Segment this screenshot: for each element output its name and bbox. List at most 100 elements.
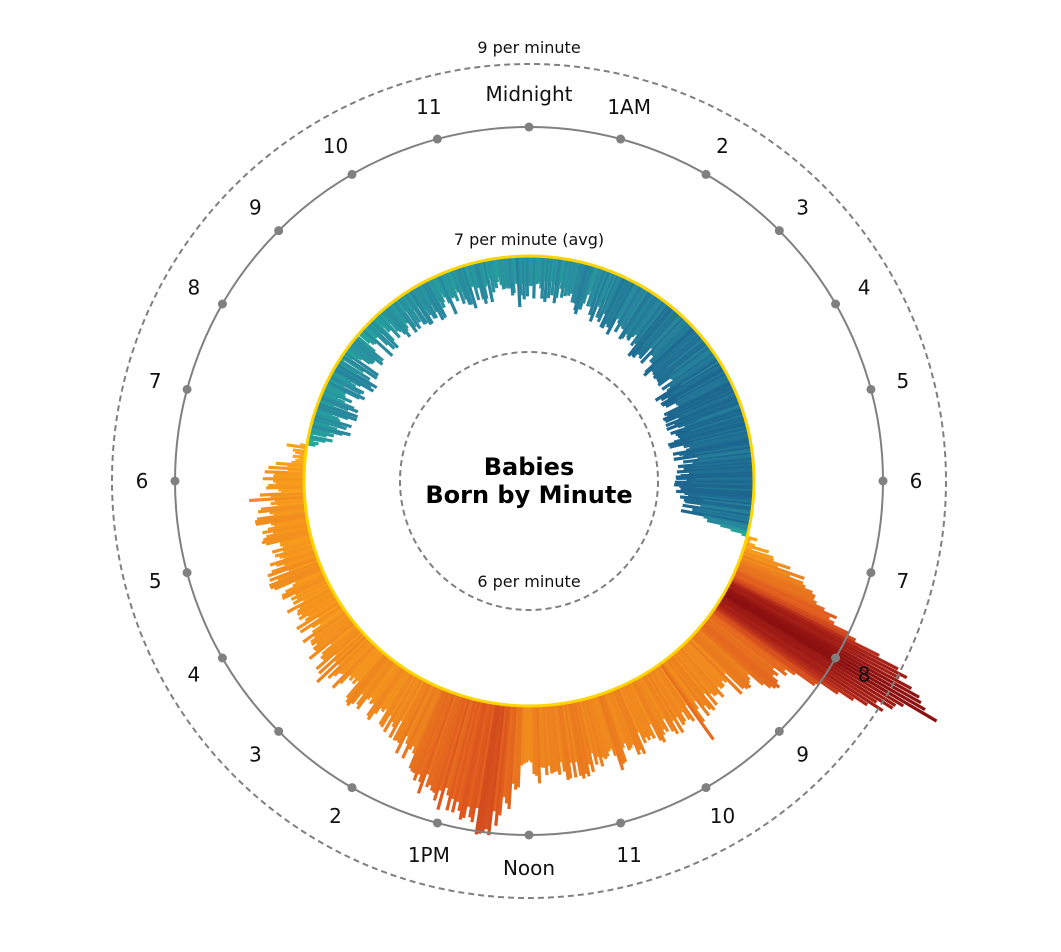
minute-bar <box>268 465 305 471</box>
minute-bar <box>643 327 696 377</box>
minute-bar <box>270 516 308 526</box>
minute-bar <box>676 475 754 481</box>
minute-bar <box>484 259 492 280</box>
minute-bar <box>631 679 667 743</box>
minute-bar <box>315 616 352 646</box>
minute-bar <box>638 312 681 360</box>
minute-bar <box>487 704 506 836</box>
minute-bar <box>505 256 513 289</box>
minute-bar <box>553 257 560 286</box>
minute-bar <box>522 705 527 764</box>
minute-bar <box>428 278 446 309</box>
minute-bar <box>706 616 775 670</box>
minute-bar <box>296 590 334 614</box>
minute-bar <box>285 572 325 594</box>
minute-bar <box>360 329 378 345</box>
minute-bar <box>711 610 816 687</box>
minute-bar <box>382 675 418 733</box>
minute-bar <box>310 425 343 437</box>
minute-bar <box>732 574 835 625</box>
minute-bar <box>554 258 564 299</box>
minute-bar <box>624 683 653 737</box>
hour-label: 2 <box>716 134 729 158</box>
minute-bars <box>248 255 938 836</box>
minute-bar <box>328 375 362 395</box>
minute-bar <box>504 705 515 804</box>
minute-bar <box>714 605 855 702</box>
minute-bar <box>345 653 388 704</box>
minute-bar <box>511 705 519 784</box>
minute-bar <box>438 696 469 791</box>
minute-bar <box>537 705 544 768</box>
minute-bar <box>653 320 690 357</box>
minute-bar <box>618 283 640 319</box>
minute-bar <box>703 450 753 460</box>
minute-bar <box>346 654 389 707</box>
minute-bar <box>682 442 752 457</box>
minute-bar <box>640 675 675 733</box>
minute-bar <box>673 446 752 461</box>
minute-bar <box>543 256 549 282</box>
minute-bar <box>370 662 399 699</box>
minute-bar <box>269 565 322 590</box>
minute-bar <box>595 695 618 757</box>
minute-bar <box>298 595 337 621</box>
minute-bar <box>603 275 624 316</box>
minute-bar <box>443 271 456 298</box>
minute-bar <box>704 619 775 677</box>
minute-bar <box>609 689 635 746</box>
chart-title-line-1: Babies <box>484 453 574 481</box>
minute-bar <box>367 322 396 350</box>
minute-bar <box>296 600 341 631</box>
hour-label: 5 <box>149 569 162 593</box>
minute-bar <box>530 256 535 285</box>
minute-bar <box>339 644 377 685</box>
minute-bar <box>282 541 314 553</box>
minute-bar <box>348 344 374 365</box>
minute-bar <box>388 677 424 739</box>
minute-bar <box>292 448 307 454</box>
minute-bar <box>278 545 315 559</box>
hour-tick <box>347 783 357 793</box>
minute-bar <box>318 398 335 408</box>
minute-bar <box>568 701 586 779</box>
hour-label: 11 <box>416 95 441 119</box>
reference-ring-label: 7 per minute (avg) <box>454 230 604 249</box>
minute-bar <box>315 408 333 417</box>
minute-bar <box>380 669 410 713</box>
minute-bar <box>398 295 418 322</box>
minute-bar <box>324 384 346 397</box>
minute-bar <box>627 681 652 726</box>
minute-bar <box>672 344 710 374</box>
minute-bar <box>372 316 385 329</box>
minute-bar <box>629 293 657 331</box>
minute-bar <box>480 260 489 285</box>
minute-bar <box>715 603 869 707</box>
minute-bar <box>334 630 363 657</box>
minute-bar <box>274 543 314 558</box>
minute-bar <box>302 610 347 644</box>
minute-bar <box>523 256 528 287</box>
minute-bar <box>741 552 779 569</box>
minute-bar <box>446 698 475 796</box>
minute-bar <box>309 426 330 435</box>
minute-bar <box>743 547 774 560</box>
minute-bar <box>537 256 543 283</box>
minute-bar <box>515 256 522 308</box>
minute-bar <box>532 256 537 299</box>
minute-bar <box>513 256 519 285</box>
minute-bar <box>292 571 325 588</box>
minute-bar <box>570 261 582 295</box>
minute-bar <box>337 360 359 376</box>
minute-bar <box>450 699 480 813</box>
minute-bar <box>429 695 463 792</box>
minute-bar <box>307 440 319 446</box>
minute-bar <box>595 272 617 319</box>
minute-bar <box>728 581 899 671</box>
minute-bar <box>595 269 610 299</box>
minute-bar <box>705 505 752 516</box>
minute-bar <box>278 487 305 492</box>
minute-bar <box>664 658 711 717</box>
minute-bar <box>572 701 591 777</box>
minute-bar <box>578 264 595 310</box>
